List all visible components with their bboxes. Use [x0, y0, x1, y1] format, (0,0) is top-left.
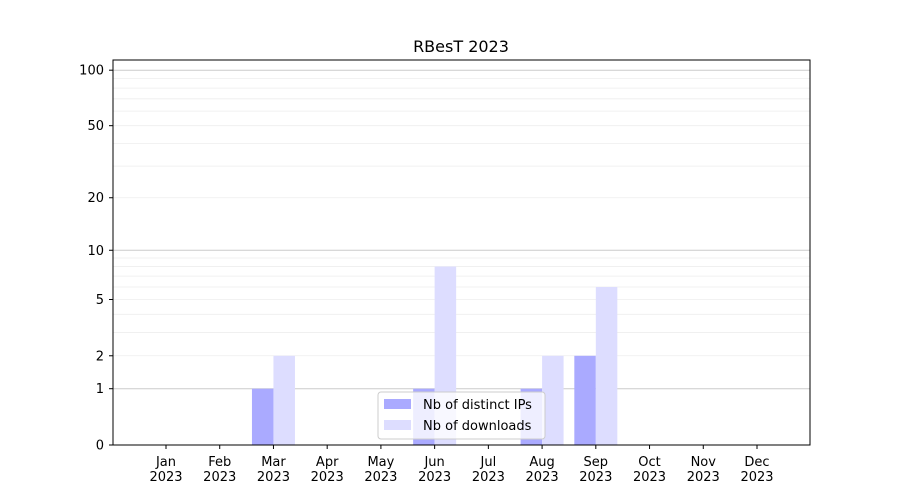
- x-tick-label: Oct: [638, 455, 660, 470]
- legend: Nb of distinct IPs Nb of downloads: [377, 391, 546, 440]
- x-tick-label: Nov: [691, 455, 717, 470]
- y-tick-label: 0: [96, 439, 104, 454]
- bar-downloads: [595, 286, 618, 445]
- legend-swatch-ips: [384, 399, 411, 409]
- x-tick-label: May: [367, 455, 394, 470]
- legend-swatch-downloads: [384, 420, 411, 430]
- x-tick-label: 2023: [579, 470, 612, 485]
- y-tick-label: 5: [96, 293, 104, 308]
- bar-downloads: [273, 355, 295, 445]
- x-tick-label: 2023: [472, 470, 505, 485]
- x-tick-label: Apr: [316, 455, 339, 470]
- x-tick-label: 2023: [526, 470, 559, 485]
- y-tick-label: 20: [87, 191, 104, 206]
- x-tick-label: Jan: [155, 455, 176, 470]
- x-tick-label: 2023: [257, 470, 290, 485]
- x-tick-label: 2023: [364, 470, 397, 485]
- y-tick-label: 100: [79, 64, 104, 79]
- x-tick-label: Dec: [744, 455, 769, 470]
- legend-box: [377, 391, 546, 440]
- y-tick-label: 10: [87, 244, 104, 259]
- bar-ips: [251, 388, 274, 445]
- x-tick-label: 2023: [740, 470, 773, 485]
- x-tick-label: 2023: [311, 470, 344, 485]
- x-tick-label: Jun: [423, 455, 444, 470]
- chart-title: RBesT 2023: [413, 37, 509, 56]
- x-tick-label: Mar: [261, 455, 286, 470]
- x-tick-label: Aug: [529, 455, 554, 470]
- x-tick-label: Sep: [584, 455, 609, 470]
- x-tick-label: 2023: [149, 470, 182, 485]
- bar-downloads: [542, 355, 564, 445]
- y-tick-label: 1: [96, 382, 104, 397]
- x-tick-label: Jul: [480, 455, 497, 470]
- x-tick-label: 2023: [418, 470, 451, 485]
- bar-ips: [574, 355, 596, 445]
- y-tick-label: 2: [96, 349, 104, 364]
- x-tick-label: 2023: [687, 470, 720, 485]
- legend-label-downloads: Nb of downloads: [423, 419, 532, 434]
- x-tick-label: 2023: [203, 470, 236, 485]
- legend-label-ips: Nb of distinct IPs: [423, 398, 532, 413]
- y-tick-label: 50: [87, 119, 104, 134]
- plot-frame: [112, 59, 811, 446]
- x-tick-label: Feb: [208, 455, 231, 470]
- x-tick-label: 2023: [633, 470, 666, 485]
